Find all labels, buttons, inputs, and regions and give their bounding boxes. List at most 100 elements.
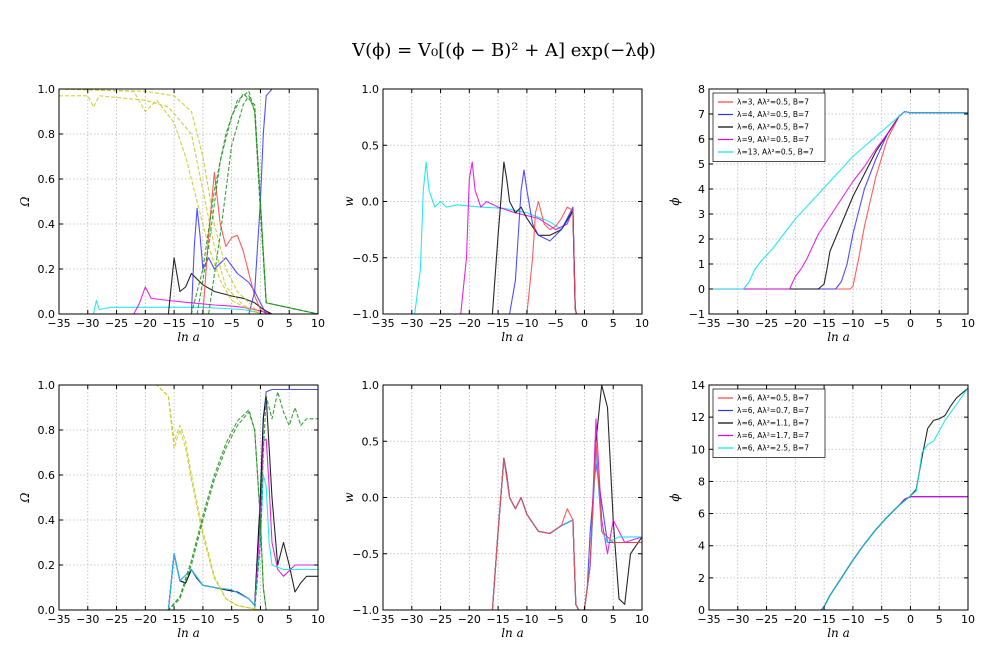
x-tick-label: −35 — [47, 613, 70, 626]
y-tick-label: 3 — [698, 208, 705, 221]
y-tick-label: 0.0 — [38, 604, 56, 617]
legend-entry: λ=4, Aλ²=0.5, B=7 — [737, 110, 809, 119]
legend-entry: λ=3, Aλ²=0.5, B=7 — [737, 98, 809, 107]
x-tick-label: −10 — [515, 613, 538, 626]
y-tick-label: 0.2 — [38, 559, 56, 572]
legend-entry: λ=13, Aλ²=0.5, B=7 — [737, 148, 814, 157]
y-tick-label: 12 — [691, 411, 705, 424]
x-tick-label: −5 — [224, 317, 240, 330]
y-tick-label: 1.0 — [38, 379, 56, 392]
y-tick-label: 1.0 — [362, 83, 380, 96]
series-line-red — [383, 440, 642, 610]
x-tick-label: 10 — [311, 613, 325, 626]
legend-entry: λ=6, Aλ²=1.1, B=7 — [737, 419, 809, 428]
panel-top-middle: −35 −30 −25 −20 −15 −10 −5 0 5 10 −1.0 −0.5 0.0 0.5 1.… — [342, 83, 649, 344]
series-line-cyan — [709, 387, 968, 610]
x-tick-label: 0 — [581, 613, 588, 626]
y-tick-label: 0.4 — [38, 218, 56, 231]
legend: λ=3, Aλ²=0.5, B=7 λ=4, Aλ²=0.5, B=7 λ=6, A… — [712, 92, 826, 162]
x-tick-label: −5 — [548, 613, 564, 626]
series-line-black — [59, 395, 318, 610]
x-tick-label: −35 — [697, 613, 720, 626]
y-tick-label: 0.6 — [38, 469, 56, 482]
x-tick-label: 5 — [610, 317, 617, 330]
x-tick-label: −20 — [134, 317, 157, 330]
y-tick-label: 0.8 — [38, 424, 56, 437]
x-tick-label: −25 — [429, 613, 452, 626]
x-tick-label: 10 — [635, 317, 649, 330]
x-tick-label: 10 — [311, 317, 325, 330]
x-tick-label: −20 — [458, 317, 481, 330]
series-line-blue — [59, 207, 318, 314]
x-axis-label: ln a — [177, 626, 200, 640]
x-tick-label: −25 — [105, 317, 128, 330]
y-tick-label: 10 — [691, 443, 705, 456]
x-axis-label: ln a — [501, 626, 524, 640]
series-line-olive — [59, 89, 318, 314]
y-tick-label: 4 — [698, 183, 705, 196]
x-tick-label: −15 — [813, 613, 836, 626]
x-tick-label: −15 — [163, 317, 186, 330]
x-tick-label: −20 — [458, 613, 481, 626]
x-tick-label: 10 — [635, 613, 649, 626]
series-line-olive — [59, 95, 318, 314]
x-tick-label: −10 — [841, 613, 864, 626]
y-tick-label: 0.0 — [38, 308, 56, 321]
series-line-cyan — [59, 299, 318, 314]
series-line-green — [59, 92, 318, 314]
x-tick-label: −35 — [47, 317, 70, 330]
x-tick-label: −20 — [784, 317, 807, 330]
x-tick-label: −15 — [487, 613, 510, 626]
x-tick-label: −25 — [429, 317, 452, 330]
panel-bottom-middle: −35 −30 −25 −20 −15 −10 −5 0 5 10 −1.0 −0.5 0.0 0.5 1.… — [342, 379, 649, 640]
series-line-magenta — [59, 438, 318, 610]
x-tick-label: −30 — [76, 317, 99, 330]
y-tick-label: 1 — [698, 258, 705, 271]
x-tick-label: −10 — [515, 317, 538, 330]
x-tick-label: −30 — [400, 317, 423, 330]
plot-frame — [708, 88, 969, 315]
x-tick-label: −20 — [134, 613, 157, 626]
x-axis-label: ln a — [827, 330, 850, 344]
y-tick-label: 6 — [698, 133, 705, 146]
legend-entry: λ=6, Aλ²=0.5, B=7 — [737, 394, 809, 403]
y-axis-label: w — [342, 196, 356, 207]
x-tick-label: −25 — [755, 613, 778, 626]
x-axis-label: ln a — [827, 626, 850, 640]
x-tick-label: 0 — [257, 613, 264, 626]
series-line-magenta — [59, 286, 318, 314]
x-tick-label: −35 — [697, 317, 720, 330]
y-tick-label: 1.0 — [38, 83, 56, 96]
series-line-olive — [59, 385, 318, 610]
series-line-cyan — [59, 474, 318, 610]
x-tick-label: −5 — [548, 317, 564, 330]
panel-top-left: −35 −30 −25 −20 −15 −10 −5 0 5 10 0.0 0.2 0.4 0.6 0.8 1… — [18, 83, 325, 344]
series-line-green — [59, 411, 318, 610]
y-tick-label: 0.4 — [38, 514, 56, 527]
x-tick-label: 5 — [610, 613, 617, 626]
plot-frame — [58, 384, 319, 611]
y-tick-label: −0.5 — [352, 252, 379, 265]
legend-entry: λ=6, Aλ²=1.7, B=7 — [737, 431, 809, 440]
series-line-red — [59, 171, 318, 314]
y-tick-label: 0.0 — [362, 196, 380, 209]
y-tick-label: 0.8 — [38, 128, 56, 141]
series-line-red — [383, 200, 642, 314]
y-tick-label: 0.5 — [362, 435, 380, 448]
y-tick-label: −1 — [689, 308, 705, 321]
x-tick-label: 5 — [936, 613, 943, 626]
y-tick-label: 0.6 — [38, 173, 56, 186]
y-tick-label: 2 — [698, 233, 705, 246]
x-tick-label: −35 — [371, 613, 394, 626]
y-tick-label: 8 — [698, 83, 705, 96]
y-tick-label: −1.0 — [352, 308, 379, 321]
y-axis-label: ϕ — [668, 197, 682, 205]
y-tick-label: 1.0 — [362, 379, 380, 392]
x-tick-label: −25 — [105, 613, 128, 626]
x-tick-label: 0 — [907, 317, 914, 330]
y-axis-label: Ω — [18, 196, 32, 207]
x-tick-label: −30 — [726, 317, 749, 330]
y-tick-label: 5 — [698, 158, 705, 171]
y-tick-label: 0.2 — [38, 263, 56, 276]
